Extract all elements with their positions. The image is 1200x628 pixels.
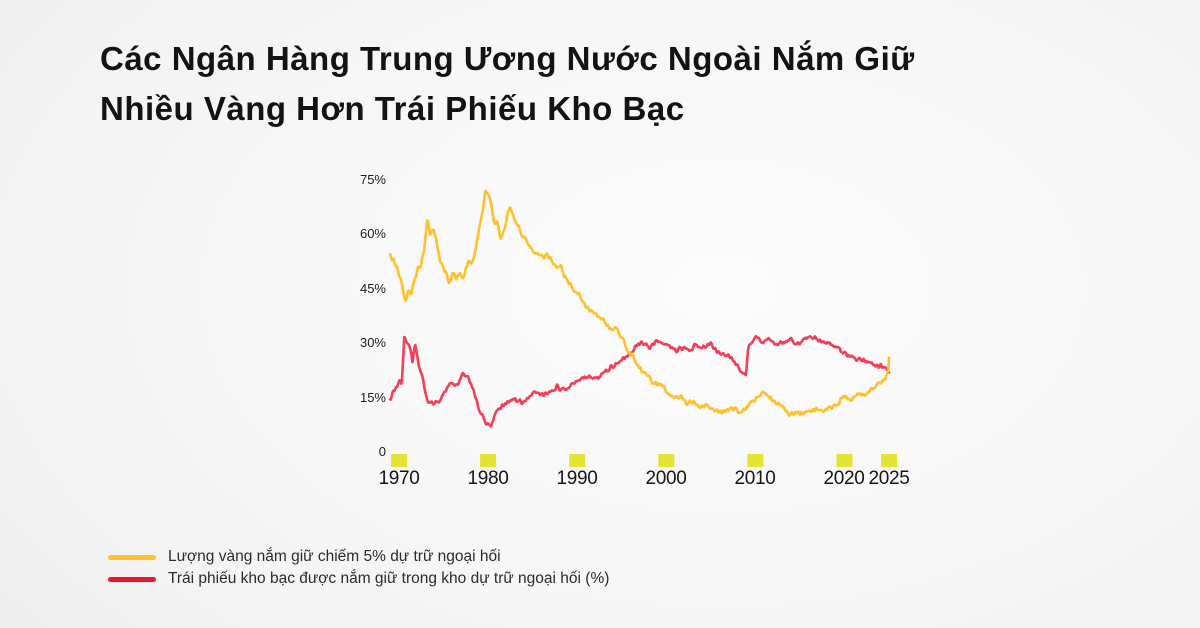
x-tick-square-2025 <box>881 454 897 467</box>
x-tick-square-2000 <box>658 454 675 467</box>
chart-legend: Lượng vàng nắm giữ chiếm 5% dự trữ ngoại… <box>108 546 609 590</box>
x-tick-square-2020 <box>836 454 853 467</box>
x-axis-label-2000: 2000 <box>645 468 687 489</box>
gold-line-path <box>388 189 891 417</box>
gold-legend-label: Lượng vàng nắm giữ chiếm 5% dự trữ ngoại… <box>168 548 501 565</box>
x-axis-label-1970: 1970 <box>378 468 420 489</box>
chart-title: Các Ngân Hàng Trung Ương Nước Ngoài Nắm … <box>100 34 915 134</box>
treasury-line-path <box>388 335 891 428</box>
x-axis-label-2020: 2020 <box>823 468 865 489</box>
x-axis-label-2025: 2025 <box>868 468 910 489</box>
x-axis-label-1990: 1990 <box>556 468 598 489</box>
gold-line-swatch <box>108 554 156 560</box>
x-tick-square-1980 <box>480 454 497 467</box>
y-axis-label-15: 15% <box>359 390 386 405</box>
x-axis-label-1980: 1980 <box>467 468 509 489</box>
treasury-legend-label: Trái phiếu kho bạc được nắm giữ trong kh… <box>168 570 610 587</box>
legend-row-treasury: Trái phiếu kho bạc được nắm giữ trong kh… <box>108 568 609 590</box>
chart-title-line2: Nhiều Vàng Hơn Trái Phiếu Kho Bạc <box>100 90 685 127</box>
legend-row-gold: Lượng vàng nắm giữ chiếm 5% dự trữ ngoại… <box>108 546 609 568</box>
chart-title-line1: Các Ngân Hàng Trung Ương Nước Ngoài Nắm … <box>100 40 915 77</box>
y-axis-label-30: 30% <box>359 335 386 350</box>
y-axis-label-60: 60% <box>359 226 386 241</box>
y-axis-label-0: 0 <box>378 444 386 459</box>
x-tick-square-2010 <box>747 454 764 467</box>
x-axis-label-2010: 2010 <box>734 468 776 489</box>
x-tick-square-1990 <box>569 454 586 467</box>
x-tick-square-1970 <box>391 454 407 467</box>
y-axis-label-45: 45% <box>359 281 386 296</box>
treasury-line-swatch <box>108 576 156 582</box>
y-axis-label-75: 75% <box>359 172 386 187</box>
